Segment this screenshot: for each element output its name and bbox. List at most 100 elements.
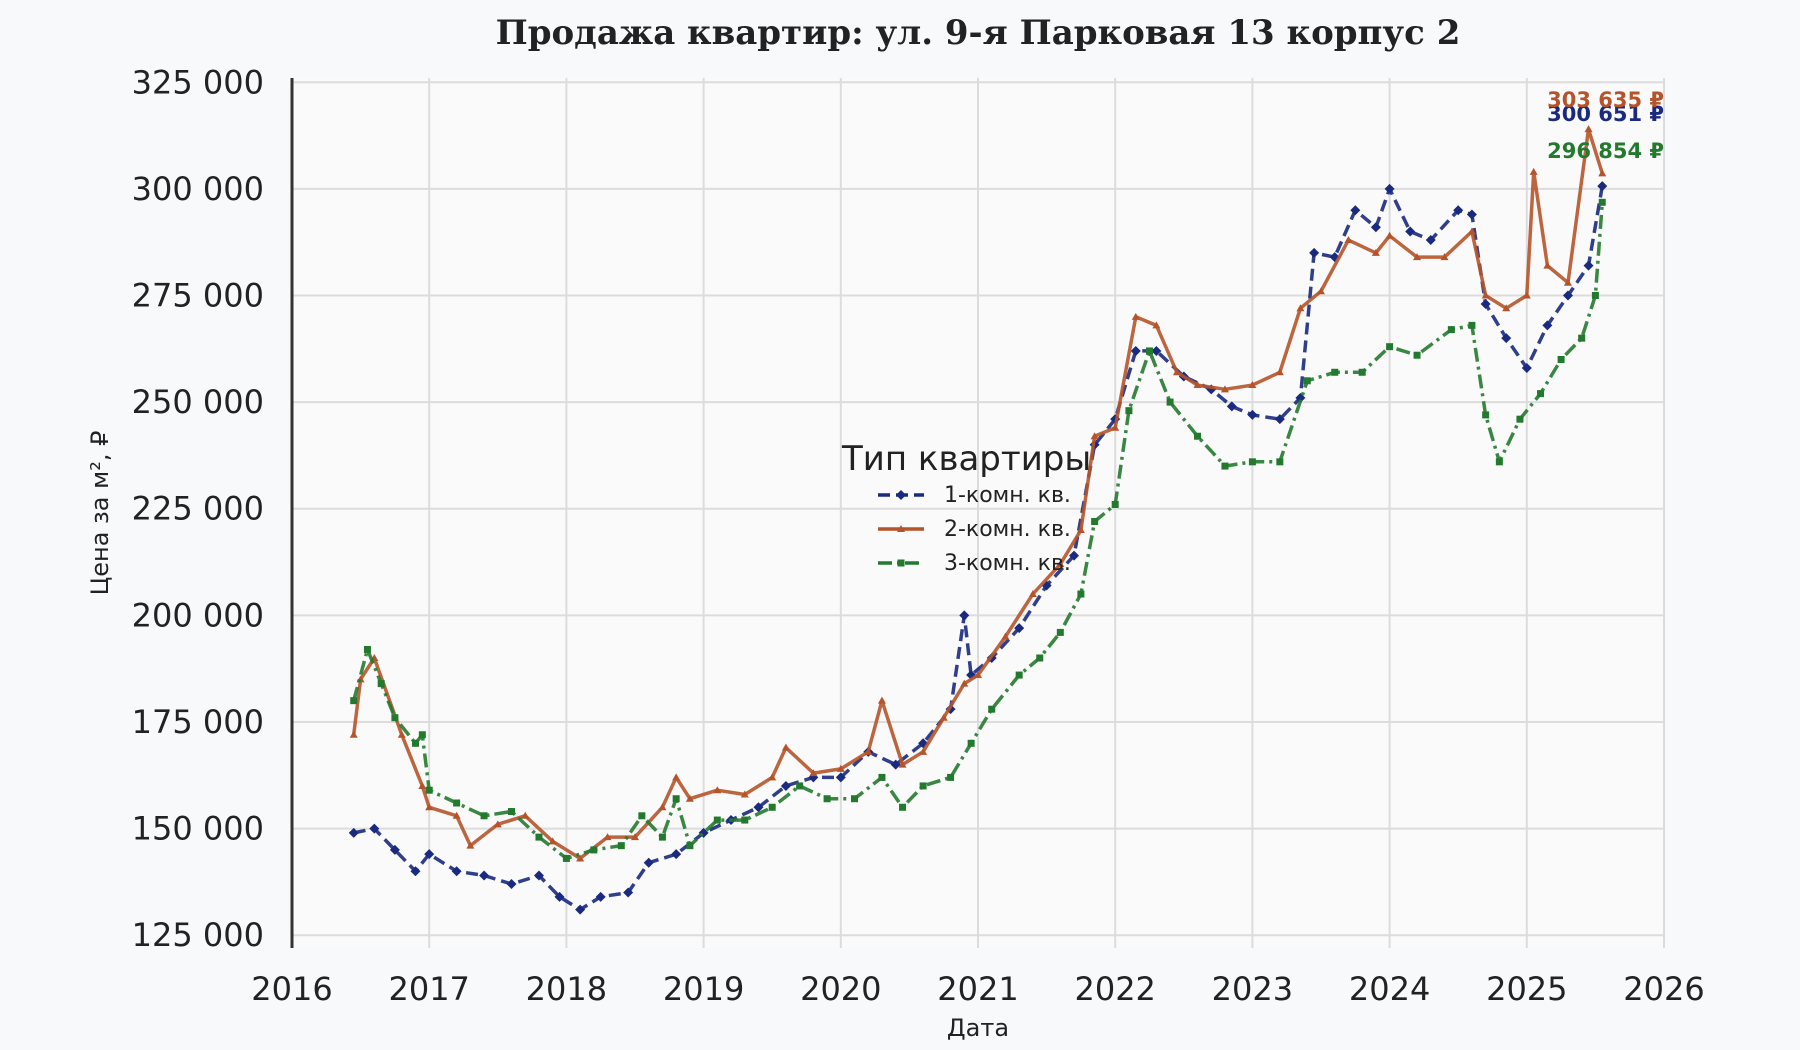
data-point: [349, 730, 358, 738]
data-point: [1370, 222, 1381, 233]
data-point: [348, 827, 359, 838]
data-point: [1583, 260, 1594, 271]
data-point: [1542, 320, 1553, 331]
series-3: [350, 198, 1606, 862]
data-point: [1344, 236, 1353, 244]
data-point: [1036, 654, 1044, 662]
data-point: [1076, 526, 1085, 534]
data-point: [576, 854, 585, 862]
x-tick-label: 2016: [251, 970, 332, 1008]
data-point: [836, 764, 845, 772]
data-point: [548, 837, 557, 845]
x-tick-label: 2021: [937, 970, 1018, 1008]
data-point: [967, 739, 975, 747]
x-tick-label: 2017: [388, 970, 469, 1008]
y-axis-label: Цена за м², ₽: [86, 431, 114, 596]
data-point: [713, 816, 721, 824]
data-point: [685, 794, 694, 802]
x-tick-label: 2022: [1074, 970, 1155, 1008]
x-tick-label: 2026: [1623, 970, 1704, 1008]
data-point: [1562, 290, 1573, 301]
data-point: [1077, 590, 1085, 598]
data-point: [1056, 628, 1064, 636]
x-tick-labels: 2016 2017 2018 2019 2020 2021 2022 2023 2024 2025…: [251, 970, 1704, 1008]
data-point: [1194, 432, 1202, 440]
data-point: [466, 841, 475, 849]
legend-entries: 1-комн. кв. 2-комн. кв. 3-комн. кв.: [878, 483, 1071, 576]
data-point: [391, 714, 399, 722]
data-point: [1226, 401, 1237, 412]
data-point: [1056, 560, 1065, 568]
data-point: [1440, 253, 1449, 261]
data-point: [947, 773, 955, 781]
x-tick-label: 2023: [1212, 970, 1293, 1008]
end-value-label: 300 651 ₽: [1547, 102, 1664, 126]
data-point: [1028, 590, 1037, 598]
x-tick-label: 2024: [1349, 970, 1430, 1008]
data-point: [631, 833, 639, 841]
data-point: [768, 803, 776, 811]
data-point: [959, 610, 970, 621]
data-point: [1296, 304, 1305, 312]
data-point: [1413, 253, 1422, 261]
data-point: [1502, 304, 1511, 312]
data-point: [658, 803, 667, 811]
data-point: [1482, 411, 1490, 419]
legend-title: Тип квартиры: [841, 439, 1091, 479]
x-axis-label: Дата: [947, 1014, 1009, 1042]
data-point: [1172, 368, 1181, 376]
legend-marker: [896, 490, 906, 500]
data-point: [479, 870, 490, 881]
data-point: [1597, 181, 1608, 192]
data-point: [1146, 347, 1153, 355]
x-tick-label: 2018: [526, 970, 607, 1008]
data-point: [1481, 291, 1490, 299]
y-tick-labels: 125 000 150 000 175 000 200 000 225 000 250 0…: [132, 63, 264, 954]
data-point: [1521, 363, 1532, 373]
data-point: [1090, 432, 1099, 440]
data-point: [397, 730, 406, 738]
series-line: [352, 202, 1605, 861]
data-point: [1015, 671, 1023, 679]
data-point: [350, 697, 358, 705]
data-point: [533, 870, 544, 881]
data-point: [1516, 415, 1524, 423]
data-point: [453, 799, 461, 807]
data-point: [658, 833, 666, 841]
data-point: [1152, 321, 1161, 329]
legend-label: 3-комн. кв.: [944, 551, 1071, 576]
data-point: [377, 680, 385, 688]
data-point: [424, 849, 435, 860]
data-point: [864, 747, 873, 755]
data-point: [781, 743, 790, 751]
data-point: [562, 854, 570, 862]
data-point: [1221, 462, 1229, 470]
data-point: [898, 760, 907, 768]
x-tick-label: 2025: [1486, 970, 1567, 1008]
data-point: [603, 833, 612, 841]
end-value-label: 303 635 ₽: [1547, 88, 1664, 112]
data-point: [1131, 312, 1140, 320]
data-point: [1557, 355, 1565, 363]
data-point: [960, 679, 969, 687]
data-point: [1303, 377, 1311, 385]
data-point: [671, 849, 682, 860]
data-point: [506, 879, 517, 890]
data-point: [713, 786, 722, 794]
data-point: [1413, 351, 1421, 359]
data-point: [1467, 227, 1476, 235]
series-layer: [348, 125, 1608, 915]
data-point: [493, 820, 502, 828]
data-point: [1248, 381, 1257, 389]
data-point: [974, 671, 982, 679]
data-point: [1598, 198, 1606, 206]
data-point: [672, 795, 680, 803]
data-point: [1522, 291, 1531, 299]
data-point: [410, 866, 421, 877]
data-point: [369, 823, 380, 834]
data-point: [1384, 183, 1395, 194]
data-point: [988, 705, 996, 713]
data-point: [809, 769, 818, 777]
data-point: [1130, 345, 1141, 356]
